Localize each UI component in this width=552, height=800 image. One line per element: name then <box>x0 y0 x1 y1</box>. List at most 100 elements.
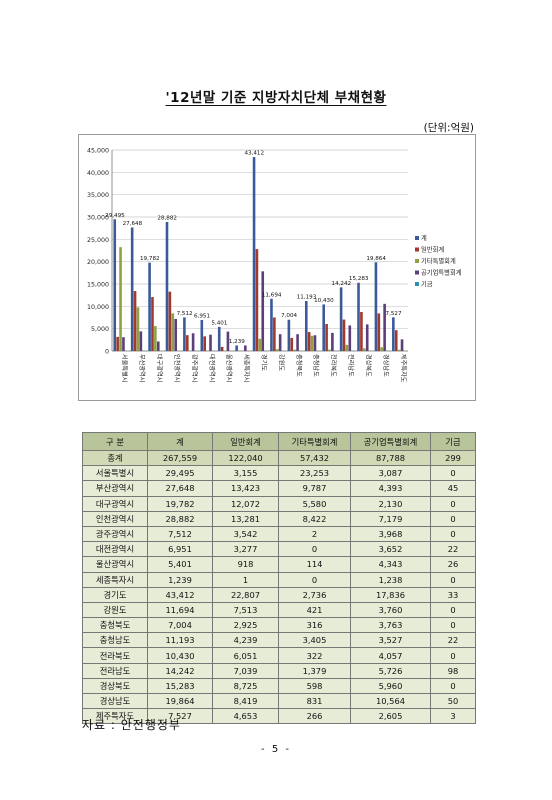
data-label: 19,782 <box>140 256 160 262</box>
row-label: 부산광역시 <box>82 480 148 497</box>
y-tick-label: 25,000 <box>87 237 109 244</box>
table-row: 제주특자도 7,527 4,653 266 2,605 3 <box>82 708 476 725</box>
bar <box>122 337 125 351</box>
x-tick-label: 강원도 <box>277 354 285 371</box>
bar <box>360 312 363 351</box>
bar <box>244 345 247 351</box>
bar <box>217 326 221 351</box>
bar <box>209 334 212 351</box>
x-tick-label: 서울특별시 <box>121 354 129 382</box>
bar <box>220 346 224 351</box>
row-label: 경상북도 <box>82 677 148 695</box>
table-header-cell: 공기업특별회계 <box>350 432 431 451</box>
table-cell: 6,051 <box>212 647 279 664</box>
table-cell: 6,951 <box>147 541 213 558</box>
bar <box>296 334 299 351</box>
table-header-cell: 기타특별회계 <box>278 432 351 451</box>
y-tick-label: 35,000 <box>87 192 109 199</box>
legend-label: 일반회계 <box>421 245 444 254</box>
row-label: 서울특별시 <box>82 465 148 482</box>
table-cell: 3,763 <box>350 617 431 634</box>
table-row: 충청남도 11,193 4,239 3,405 3,527 22 <box>82 632 476 649</box>
legend-label: 기금 <box>421 279 433 288</box>
bar <box>304 301 308 351</box>
data-label: 14,242 <box>332 281 352 287</box>
data-label: 15,283 <box>349 276 369 282</box>
bar <box>348 325 352 351</box>
x-tick-label: 전라남도 <box>347 354 355 377</box>
table-cell: 1,238 <box>350 571 431 588</box>
data-label: 5,401 <box>211 320 227 326</box>
debt-bar-chart: 0 5,000 10,000 15,000 20,000 25,000 30,000 35,0… <box>78 134 476 401</box>
bar <box>255 249 259 351</box>
x-axis: 서울특별시 부산광역시 대구광역시 인천광역시 광주광역시 대전광역시 울산광역시 세종특자시… <box>121 354 408 383</box>
bar <box>290 337 294 351</box>
table-cell: 17,836 <box>350 586 431 603</box>
table-header-cell: 일반회계 <box>212 432 279 451</box>
table-cell: 3,542 <box>212 525 279 543</box>
bar <box>270 298 273 351</box>
bar <box>342 319 346 351</box>
y-tick-label: 45,000 <box>87 148 109 155</box>
table-cell: 5,580 <box>278 495 351 512</box>
table-cell: 27,648 <box>147 480 213 497</box>
table-cell: 3,968 <box>350 525 431 543</box>
table-header-cell: 구 분 <box>82 432 148 451</box>
table-cell: 11,694 <box>147 601 213 619</box>
table-cell: 0 <box>430 465 476 482</box>
table-cell: 7,004 <box>147 617 213 634</box>
row-label: 전라북도 <box>82 647 148 664</box>
table-cell: 3,760 <box>350 601 431 619</box>
row-label: 울산광역시 <box>82 556 148 573</box>
table-cell: 3,277 <box>212 541 279 558</box>
table-row: 인천광역시 28,882 13,281 8,422 7,179 0 <box>82 510 476 527</box>
table-cell: 7,527 <box>147 708 213 725</box>
chart-gridlines <box>112 149 408 352</box>
row-label: 대전광역시 <box>82 541 148 558</box>
table-cell: 8,725 <box>212 677 279 695</box>
legend-swatch <box>415 282 419 286</box>
legend-label: 기타특별회계 <box>421 256 456 265</box>
table-row: 광주광역시 7,512 3,542 2 3,968 0 <box>82 525 476 543</box>
row-label: 전라남도 <box>82 662 148 679</box>
bar <box>261 271 265 351</box>
table-cell: 0 <box>430 525 476 543</box>
row-label: 경기도 <box>82 586 148 603</box>
bar <box>154 326 157 351</box>
x-tick-label: 부산광역시 <box>138 354 146 382</box>
table-cell: 3 <box>430 708 476 725</box>
table-cell: 3,087 <box>350 465 431 482</box>
bar <box>313 335 317 351</box>
table-cell: 4,393 <box>350 480 431 497</box>
table-cell: 1,379 <box>278 662 351 679</box>
table-cell: 299 <box>430 449 476 467</box>
table-cell: 598 <box>278 677 351 695</box>
table-cell: 22,807 <box>212 586 279 603</box>
bar <box>191 333 195 351</box>
bar <box>113 219 117 351</box>
table-cell: 0 <box>430 601 476 619</box>
table-cell: 4,343 <box>350 556 431 573</box>
x-tick-label: 광주광역시 <box>190 354 198 382</box>
x-tick-label: 대전광역시 <box>208 354 216 382</box>
bar <box>235 345 238 351</box>
x-tick-label: 경상남도 <box>382 354 390 377</box>
table-cell: 22 <box>430 632 476 649</box>
bar <box>200 319 204 351</box>
table-cell: 87,788 <box>350 449 431 467</box>
table-cell: 43,412 <box>147 586 213 603</box>
table-cell: 122,040 <box>212 449 279 467</box>
table-cell: 19,864 <box>147 692 213 710</box>
y-tick-label: 0 <box>105 349 109 356</box>
table-cell: 5,726 <box>350 662 431 679</box>
table-cell: 1,239 <box>147 571 213 588</box>
table-cell: 11,193 <box>147 632 213 649</box>
table-cell: 13,281 <box>212 510 279 527</box>
table-cell: 2,736 <box>278 586 351 603</box>
table-cell: 57,432 <box>278 449 351 467</box>
bar <box>156 341 160 351</box>
table-row: 대구광역시 19,782 12,072 5,580 2,130 0 <box>82 495 476 512</box>
legend-label: 계 <box>421 233 427 242</box>
